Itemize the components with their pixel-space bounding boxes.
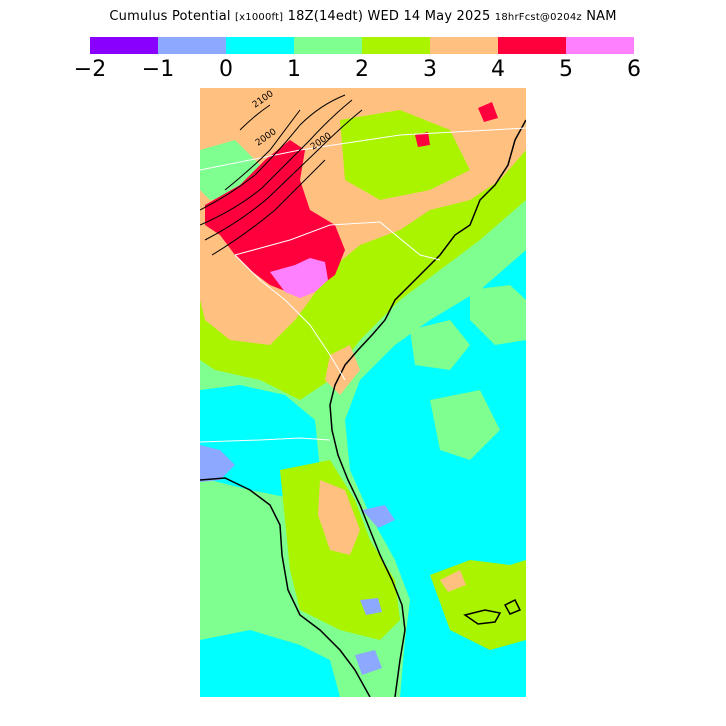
map-field-red-small xyxy=(478,102,498,122)
legend-tick-8: 6 xyxy=(627,57,641,82)
legend-tick-2: 0 xyxy=(219,57,233,82)
map-field-orange-offshore xyxy=(440,570,466,592)
state-border-nc-va xyxy=(200,127,526,171)
legend-tick-1: −1 xyxy=(141,57,175,82)
map-field-orange-south xyxy=(318,480,360,555)
legend-tick-3: 1 xyxy=(287,57,301,82)
map-field-blue-south xyxy=(355,650,382,675)
map-field-green-offshore1 xyxy=(410,320,470,370)
island-outline xyxy=(463,609,502,625)
state-border-sc-ga xyxy=(234,254,346,381)
color-legend xyxy=(90,37,634,54)
legend-swatch-6 xyxy=(498,37,566,54)
elevation-contours xyxy=(200,94,363,256)
legend-tick-5: 3 xyxy=(423,57,437,82)
title-main: Cumulus Potential xyxy=(109,9,231,24)
legend-tick-4: 2 xyxy=(355,57,369,82)
legend-swatch-3 xyxy=(294,37,362,54)
legend-swatch-0 xyxy=(90,37,158,54)
state-border-nc-sc xyxy=(234,221,441,261)
map-field-green-offshore3 xyxy=(470,285,526,345)
title-model: NAM xyxy=(586,9,617,24)
legend-tick-0: −2 xyxy=(73,57,107,82)
map-field-cyan-south xyxy=(200,630,340,697)
map-field-red-small2 xyxy=(415,132,430,147)
map-field-blue-west xyxy=(200,445,235,482)
title-units: [x1000ft] xyxy=(235,12,284,23)
chart-title: Cumulus Potential [x1000ft] 18Z(14edt) W… xyxy=(0,9,726,24)
legend-swatch-1 xyxy=(158,37,226,54)
map-field-green-offshore2 xyxy=(430,390,500,460)
gulf-coastline xyxy=(200,477,371,697)
title-forecast: 18hrFcst@0204z xyxy=(494,12,582,23)
state-border-ga-fl xyxy=(200,437,331,443)
legend-ticks: −2 −1 0 1 2 3 4 5 6 xyxy=(0,57,726,87)
legend-tick-7: 5 xyxy=(559,57,573,82)
legend-swatch-7 xyxy=(566,37,634,54)
map-field-pink xyxy=(270,258,328,298)
map-field-blue-se xyxy=(360,598,382,615)
map-field-blue-coast xyxy=(362,505,395,528)
map-field-red xyxy=(205,140,345,295)
legend-swatch-4 xyxy=(362,37,430,54)
coastline xyxy=(329,119,526,697)
island-outline-2 xyxy=(503,598,522,615)
legend-swatch-2 xyxy=(226,37,294,54)
legend-tick-6: 4 xyxy=(491,57,505,82)
title-time: 18Z(14edt) WED 14 May 2025 xyxy=(287,9,491,24)
legend-swatch-5 xyxy=(430,37,498,54)
